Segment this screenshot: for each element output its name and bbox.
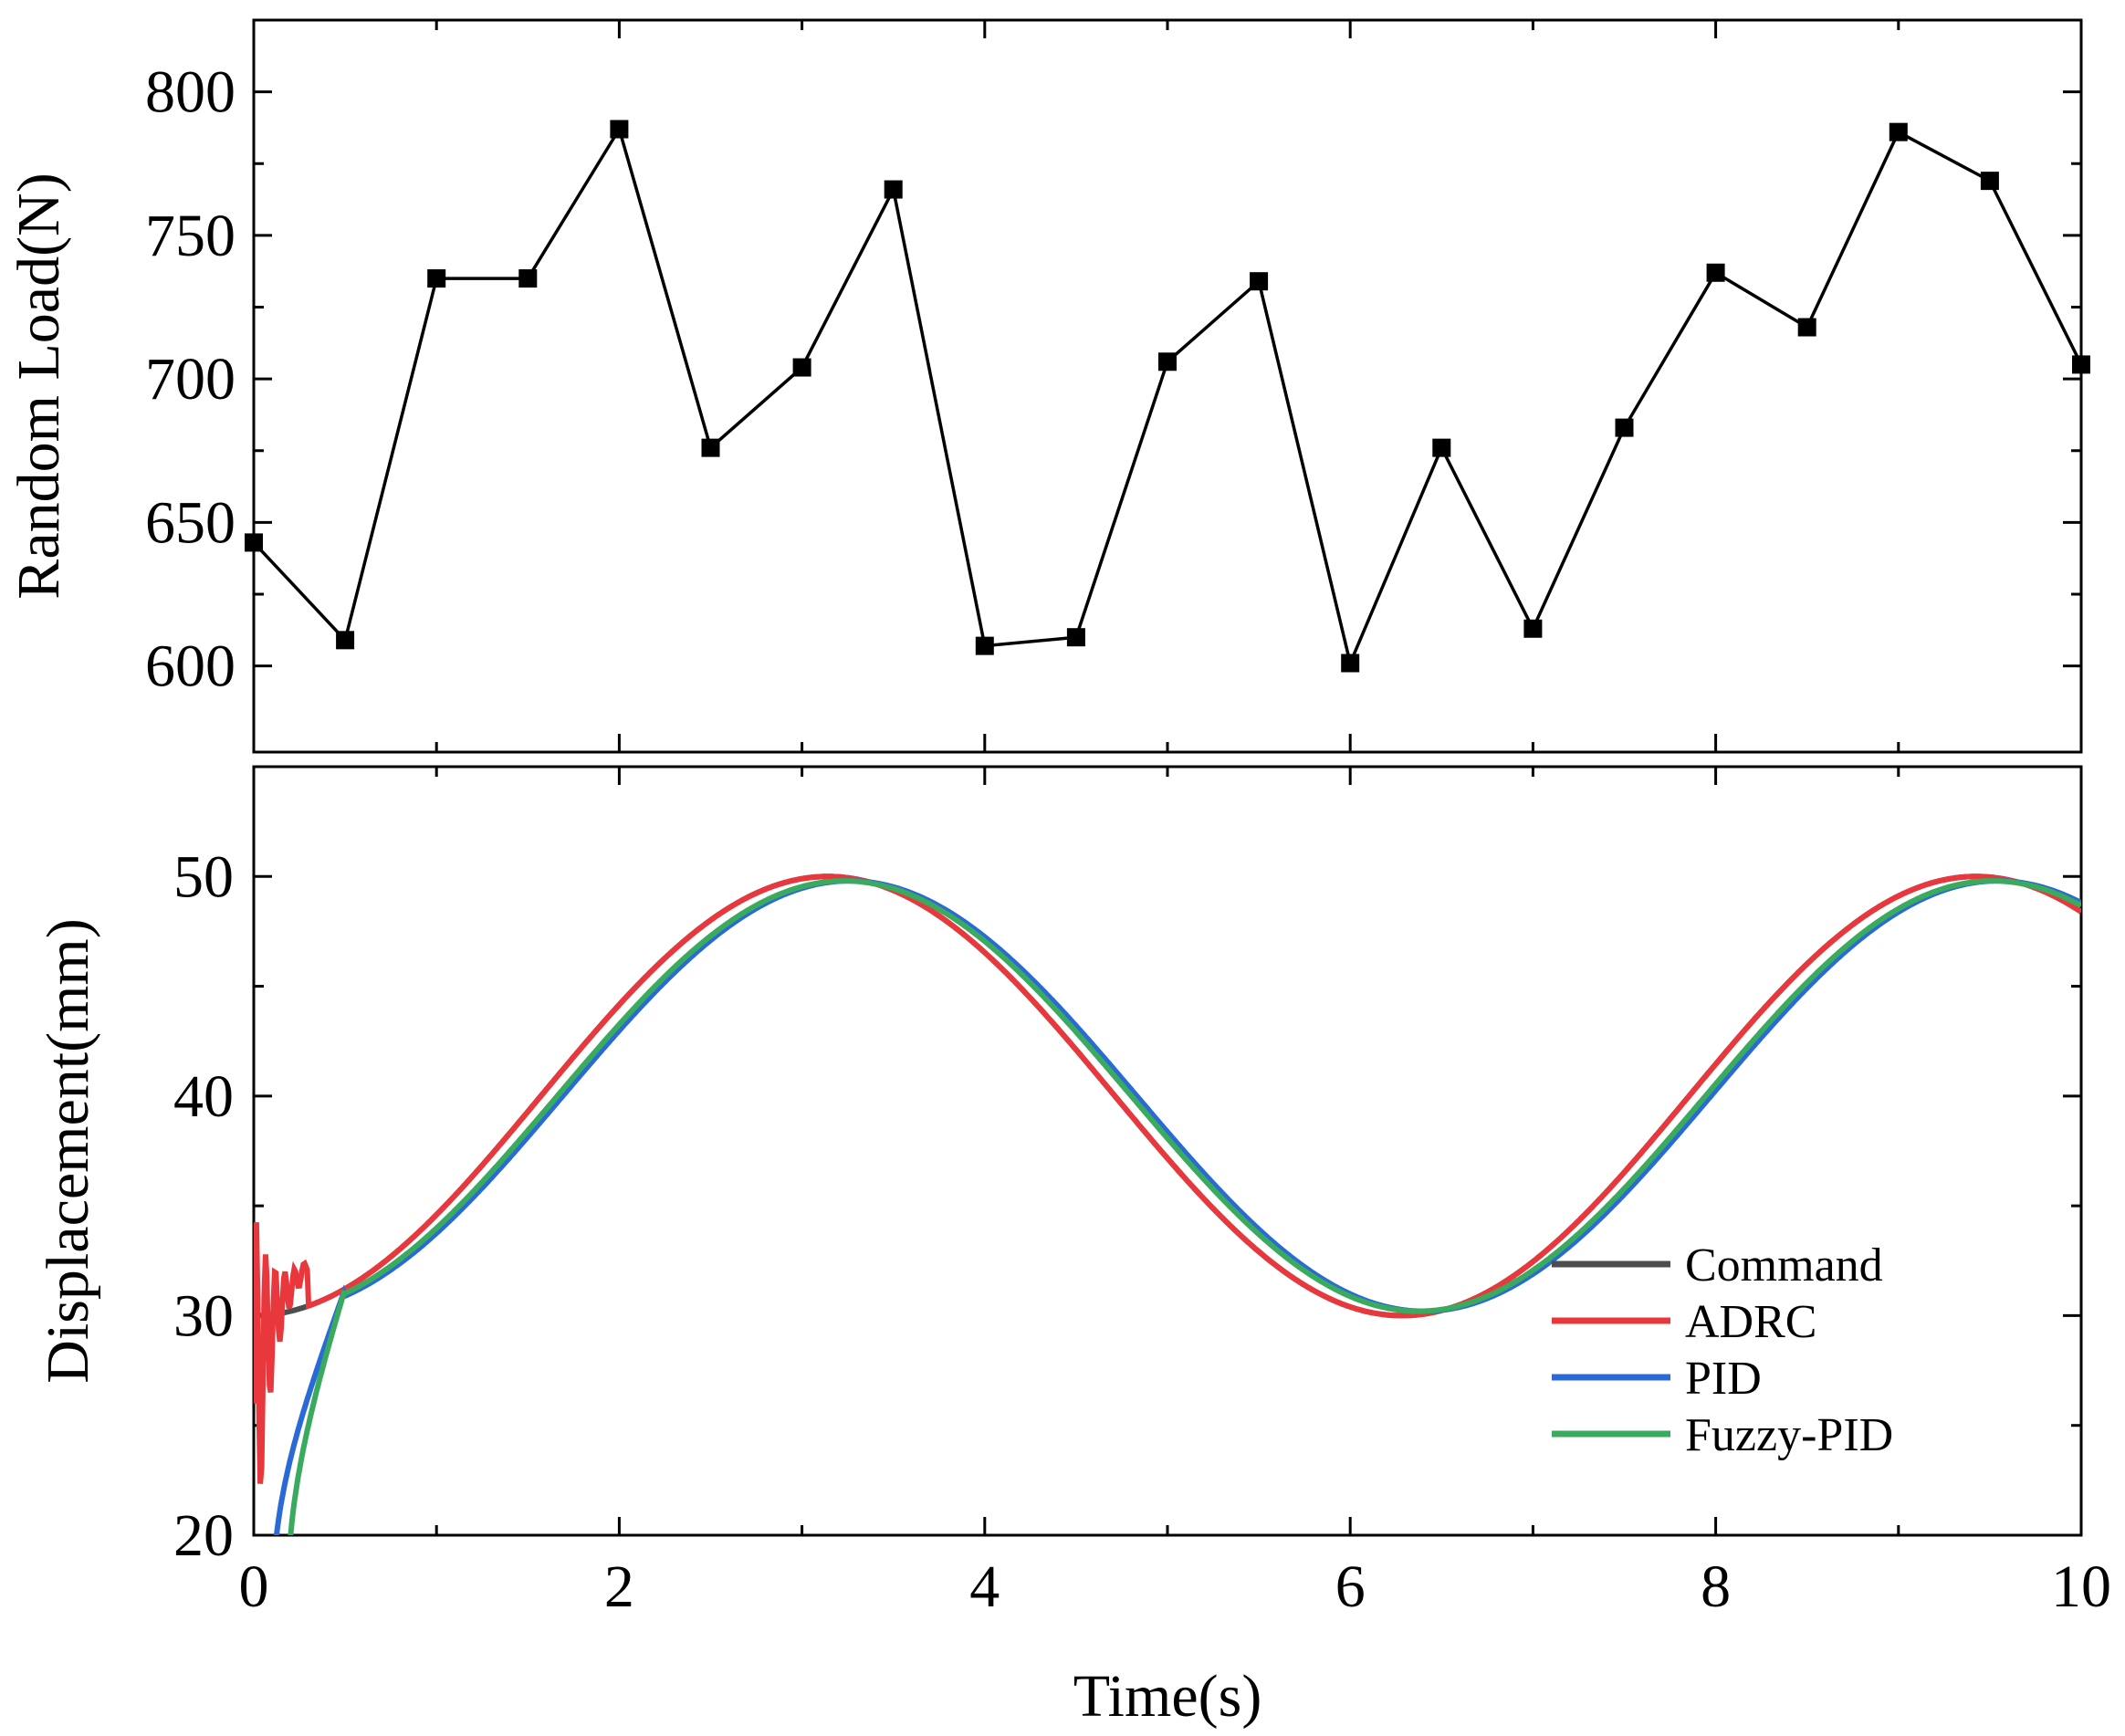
load-point (1066, 628, 1085, 647)
load-point (1889, 122, 1908, 141)
load-point (884, 180, 903, 199)
displacement-y-axis-title: Displacement(mm) (35, 918, 101, 1384)
load-point (1523, 619, 1543, 638)
displacement-x-tick-label: 6 (1335, 1553, 1366, 1620)
load-y-tick-label: 800 (145, 59, 236, 126)
displacement-x-tick-label: 2 (604, 1553, 634, 1620)
displacement-y-axis: 20 30 40 50 (173, 843, 2081, 1569)
load-point (701, 438, 720, 457)
legend-label-command: Command (1685, 1239, 1883, 1292)
displacement-y-tick-label: 40 (173, 1063, 234, 1130)
legend-label-fuzzy-pid: Fuzzy-PID (1685, 1409, 1893, 1461)
displacement-x-tick-label: 4 (969, 1553, 1000, 1620)
load-point (610, 120, 629, 139)
load-point (792, 358, 811, 377)
displacement-y-tick-label: 20 (173, 1502, 234, 1569)
displacement-x-tick-label: 0 (239, 1553, 269, 1620)
displacement-series (254, 873, 2081, 1535)
load-point (2072, 355, 2090, 374)
load-y-tick-label: 750 (145, 203, 236, 269)
series-line-fuzzy-pid (288, 878, 2081, 1535)
displacement-x-axis: 0 2 4 6 8 10 (239, 767, 2111, 1620)
load-point (518, 269, 538, 288)
load-point (245, 533, 263, 552)
load-y-tick-label: 650 (145, 489, 236, 556)
displacement-panel: 20 30 40 50 0 2 4 6 8 10 Displacement(mm) Time(s… (35, 765, 2111, 1730)
load-point (1158, 352, 1177, 371)
load-x-axis (434, 20, 1900, 752)
load-point (975, 636, 994, 655)
load-plot-frame (252, 18, 2083, 754)
load-point (1615, 418, 1634, 437)
load-series-line (252, 125, 2083, 669)
displacement-x-tick-label: 8 (1701, 1553, 1731, 1620)
load-point (1706, 263, 1725, 282)
load-y-axis: 600 650 700 750 800 (145, 59, 2081, 700)
load-point (336, 631, 355, 650)
load-panel: 600 650 700 750 800 Random Load(N) (5, 18, 2090, 754)
x-axis-title: Time(s) (1073, 1663, 1262, 1730)
load-series (245, 120, 2090, 673)
series-line-adrc (254, 873, 2081, 1484)
displacement-y-tick-label: 50 (173, 843, 234, 910)
legend-label-pid: PID (1685, 1353, 1762, 1405)
series-line-pid (273, 878, 2081, 1535)
load-point (1432, 438, 1451, 457)
load-y-tick-label: 700 (145, 346, 236, 413)
displacement-y-tick-label: 30 (173, 1282, 234, 1349)
load-point (427, 269, 446, 288)
legend-label-adrc: ADRC (1685, 1296, 1816, 1348)
load-point (1250, 272, 1269, 291)
load-y-tick-label: 600 (145, 633, 236, 700)
displacement-x-tick-label: 10 (2051, 1553, 2111, 1620)
load-point (1341, 654, 1360, 673)
load-point (1797, 318, 1816, 337)
load-y-axis-title: Random Load(N) (5, 173, 72, 599)
load-point (1980, 172, 1999, 191)
